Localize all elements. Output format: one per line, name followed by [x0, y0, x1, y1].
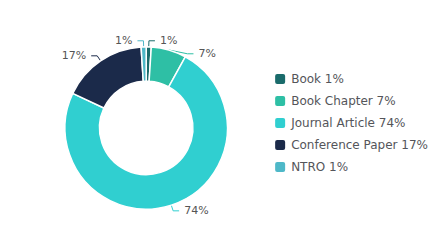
svg-text:7%: 7%: [198, 47, 215, 60]
svg-text:NTRO 1%: NTRO 1%: [291, 160, 348, 174]
svg-text:74%: 74%: [184, 204, 208, 217]
svg-text:1%: 1%: [115, 34, 132, 47]
svg-text:Conference Paper 17%: Conference Paper 17%: [291, 138, 428, 152]
svg-text:Book Chapter 7%: Book Chapter 7%: [291, 94, 396, 108]
svg-text:Journal Article 74%: Journal Article 74%: [290, 116, 405, 130]
svg-text:Book 1%: Book 1%: [291, 72, 344, 86]
svg-text:1%: 1%: [160, 34, 177, 47]
svg-text:17%: 17%: [62, 49, 86, 62]
